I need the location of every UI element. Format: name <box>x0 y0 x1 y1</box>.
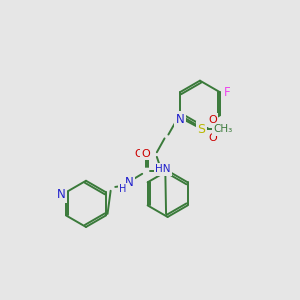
Text: H: H <box>119 184 127 194</box>
Text: S: S <box>197 123 206 136</box>
Text: O: O <box>134 149 143 159</box>
Text: O: O <box>208 115 217 125</box>
Text: CH₃: CH₃ <box>213 124 233 134</box>
Text: F: F <box>224 86 231 99</box>
Text: O: O <box>142 149 150 159</box>
Text: O: O <box>208 134 217 143</box>
Text: N: N <box>176 113 184 126</box>
Text: HN: HN <box>155 164 171 174</box>
Text: N: N <box>125 176 134 189</box>
Text: N: N <box>57 188 66 201</box>
